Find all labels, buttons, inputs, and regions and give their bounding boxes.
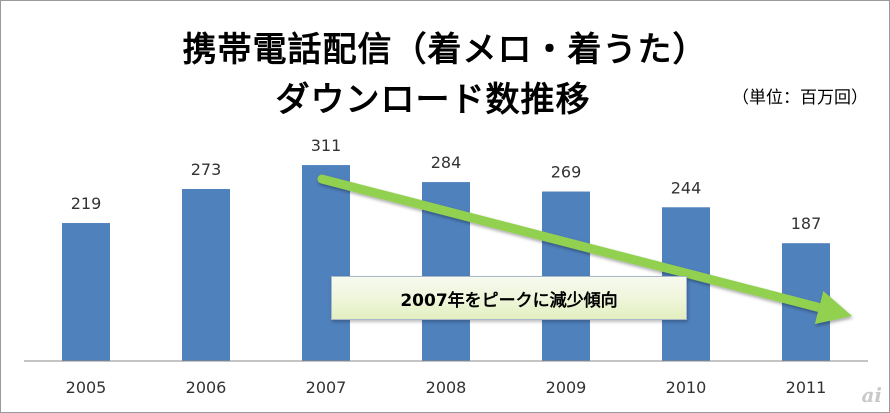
value-label-2009: 269: [551, 163, 582, 182]
bar-2006: [182, 189, 230, 361]
x-tick-label-2006: 2006: [186, 378, 227, 397]
value-label-2008: 284: [431, 153, 462, 172]
x-tick-label-2011: 2011: [786, 378, 827, 397]
trend-arrow-head: [814, 291, 852, 324]
annotation-callout: 2007年をピークに減少傾向: [331, 276, 687, 320]
value-label-2005: 219: [71, 194, 102, 213]
x-tick-label-2010: 2010: [666, 378, 707, 397]
chart-title-line2: ダウンロード数推移: [275, 80, 591, 120]
watermark-logo: ai: [861, 383, 882, 407]
x-tick-label-2005: 2005: [66, 378, 107, 397]
x-tick-label-2009: 2009: [546, 378, 587, 397]
trend-arrow-shaft: [317, 174, 824, 312]
x-tick-label-2008: 2008: [426, 378, 467, 397]
value-label-2011: 187: [791, 214, 822, 233]
x-tick-label-2007: 2007: [306, 378, 347, 397]
value-label-2010: 244: [671, 178, 702, 197]
value-label-2006: 273: [191, 160, 222, 179]
bar-2007: [302, 165, 350, 361]
bar-2005: [62, 223, 110, 361]
value-label-2007: 311: [311, 136, 342, 155]
chart-title-line1: 携帯電話配信（着メロ・着うた）: [182, 30, 708, 70]
unit-label: （単位：百万回）: [732, 88, 868, 108]
